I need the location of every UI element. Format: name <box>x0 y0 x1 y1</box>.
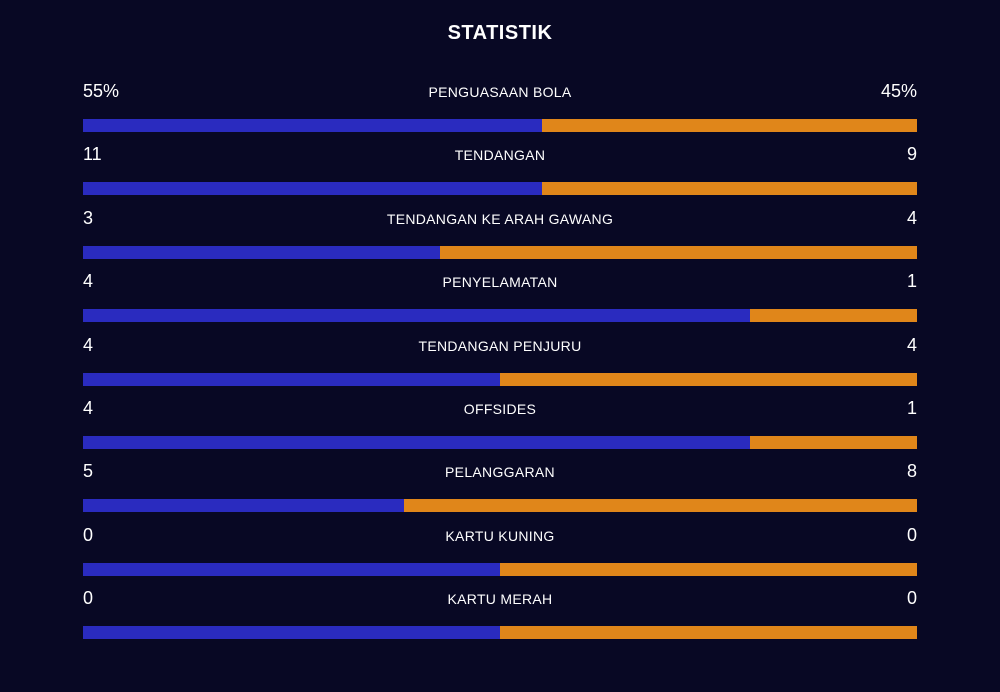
stat-row-offsides: 4 OFFSIDES 1 <box>83 395 917 458</box>
stat-bar <box>83 435 917 449</box>
away-bar-segment <box>403 499 917 513</box>
stat-row-penyelamatan: 4 PENYELAMATAN 1 <box>83 268 917 331</box>
away-value: 0 <box>906 588 917 609</box>
home-bar-segment <box>83 372 500 386</box>
home-bar-segment <box>83 309 751 323</box>
stat-bar <box>83 119 917 132</box>
stat-header: 5 PELANGGARAN 8 <box>83 458 917 488</box>
stat-header: 0 KARTU MERAH 0 <box>83 585 917 615</box>
away-bar-segment <box>541 119 917 132</box>
home-bar-segment <box>83 245 441 259</box>
home-value: 4 <box>83 334 94 355</box>
home-bar-segment <box>83 562 500 576</box>
away-value: 8 <box>906 461 917 482</box>
away-bar-segment <box>750 435 917 449</box>
away-value: 45% <box>880 81 917 101</box>
stat-label: PENYELAMATAN <box>442 274 558 291</box>
stat-bar <box>83 309 917 323</box>
home-value: 4 <box>83 271 94 292</box>
stat-row-tendangan: 11 TENDANGAN 9 <box>83 141 917 204</box>
home-value: 0 <box>83 524 94 545</box>
away-bar-segment <box>440 245 917 259</box>
home-value: 3 <box>83 207 94 228</box>
home-value: 11 <box>83 144 102 165</box>
stat-label: PELANGGARAN <box>445 464 555 481</box>
stat-label: OFFSIDES <box>463 400 537 417</box>
away-value: 1 <box>906 397 917 418</box>
stat-bar <box>83 182 917 196</box>
stat-bar <box>83 245 917 259</box>
home-bar-segment <box>83 435 751 449</box>
stat-label: TENDANGAN <box>454 147 546 164</box>
away-bar-segment <box>750 309 917 323</box>
stat-header: 0 KARTU KUNING 0 <box>83 522 917 552</box>
stat-bar <box>83 372 917 386</box>
stat-row-pelanggaran: 5 PELANGGARAN 8 <box>83 458 917 521</box>
stat-bar <box>83 626 917 640</box>
home-value: 0 <box>83 588 94 609</box>
stat-header: 55% PENGUASAAN BOLA 45% <box>83 78 917 108</box>
stat-header: 4 TENDANGAN PENJURU 4 <box>83 332 917 362</box>
away-value: 0 <box>906 524 917 545</box>
away-bar-segment <box>500 562 917 576</box>
home-value: 55% <box>83 81 120 101</box>
stat-header: 4 PENYELAMATAN 1 <box>83 268 917 298</box>
stat-bar <box>83 562 917 576</box>
away-bar-segment <box>500 626 917 640</box>
home-bar-segment <box>83 499 404 513</box>
stat-header: 4 OFFSIDES 1 <box>83 395 917 425</box>
away-value: 1 <box>906 271 917 292</box>
home-value: 4 <box>83 397 94 418</box>
away-bar-segment <box>500 372 917 386</box>
stat-row-tendangan-ke-arah-gawang: 3 TENDANGAN KE ARAH GAWANG 4 <box>83 205 917 268</box>
stat-row-kartu-kuning: 0 KARTU KUNING 0 <box>83 522 917 585</box>
home-value: 5 <box>83 461 94 482</box>
stat-bar <box>83 499 917 513</box>
stats-list: 55% PENGUASAAN BOLA 45% 11 TENDANGAN 9 3 TENDAN… <box>83 78 917 649</box>
stat-label: TENDANGAN KE ARAH GAWANG <box>386 210 614 227</box>
stat-header: 3 TENDANGAN KE ARAH GAWANG 4 <box>83 205 917 235</box>
stat-label: KARTU KUNING <box>445 527 555 544</box>
home-bar-segment <box>83 626 500 640</box>
away-value: 9 <box>906 144 917 165</box>
away-bar-segment <box>541 182 917 196</box>
panel-title: STATISTIK <box>447 22 553 44</box>
stat-label: KARTU MERAH <box>447 591 553 608</box>
stat-row-kartu-merah: 0 KARTU MERAH 0 <box>83 585 917 648</box>
away-value: 4 <box>906 334 917 355</box>
home-bar-segment <box>83 182 542 196</box>
stat-row-tendangan-penjuru: 4 TENDANGAN PENJURU 4 <box>83 332 917 395</box>
home-bar-segment <box>83 119 542 132</box>
stat-header: 11 TENDANGAN 9 <box>83 141 917 171</box>
stat-label: TENDANGAN PENJURU <box>418 337 582 354</box>
away-value: 4 <box>906 207 917 228</box>
stat-row-penguasaan-bola: 55% PENGUASAAN BOLA 45% <box>83 78 917 141</box>
stat-label: PENGUASAAN BOLA <box>428 84 572 100</box>
